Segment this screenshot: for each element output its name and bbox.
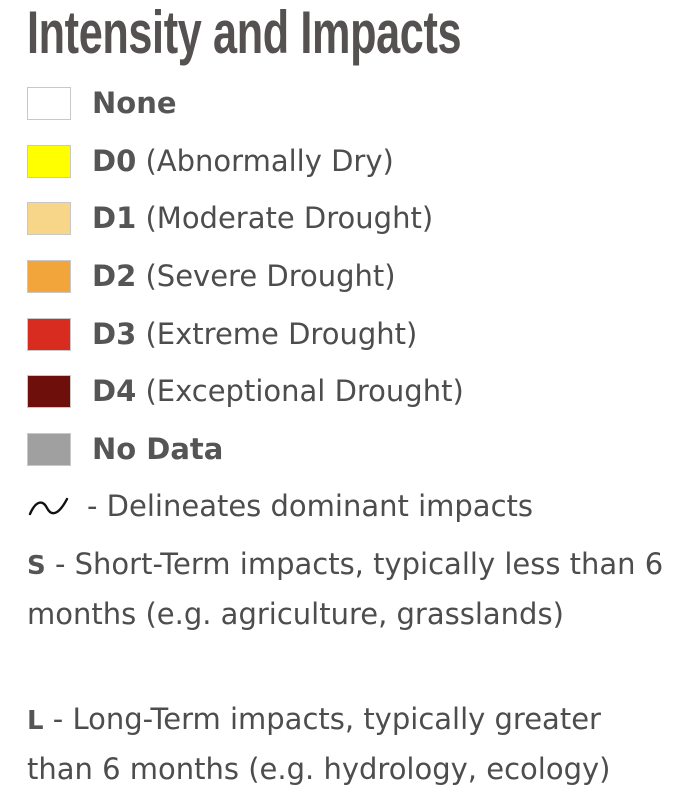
legend-label: No Data [92,432,224,466]
swatch-d0 [27,144,71,178]
legend-item-none: None [27,83,177,123]
legend-label: D1 (Moderate Drought) [92,201,434,235]
long-term-letter: L [27,706,44,736]
swatch-d2 [27,259,71,293]
legend-label: D2 (Severe Drought) [92,259,396,293]
long-term-text: - Long-Term impacts, typically greater t… [27,702,611,786]
impact-line-label: - Delineates dominant impacts [87,489,533,523]
legend-title: Intensity and Impacts [27,0,462,66]
short-term-note: S - Short-Term impacts, typically less t… [27,540,667,638]
legend-label: D0 (Abnormally Dry) [92,144,394,178]
swatch-d1 [27,201,71,235]
long-term-note: L - Long-Term impacts, typically greater… [27,695,667,793]
short-term-text: - Short-Term impacts, typically less tha… [27,547,664,631]
drought-legend: Intensity and Impacts None D0 (Abnormall… [27,0,667,786]
swatch-none [27,86,71,120]
legend-label: D3 (Extreme Drought) [92,317,418,351]
swatch-d3 [27,317,71,351]
swatch-no-data [27,432,71,466]
legend-item-d4: D4 (Exceptional Drought) [27,371,464,411]
legend-item-no-data: No Data [27,429,223,469]
legend-item-impact-line: - Delineates dominant impacts [27,486,533,526]
legend-label: None [92,86,177,120]
legend-item-d3: D3 (Extreme Drought) [27,314,417,354]
short-term-letter: S [27,551,46,581]
wave-line-icon [27,490,71,523]
legend-item-d2: D2 (Severe Drought) [27,256,396,296]
legend-item-d0: D0 (Abnormally Dry) [27,141,394,181]
swatch-d4 [27,374,71,408]
legend-label: D4 (Exceptional Drought) [92,374,464,408]
legend-item-d1: D1 (Moderate Drought) [27,198,433,238]
